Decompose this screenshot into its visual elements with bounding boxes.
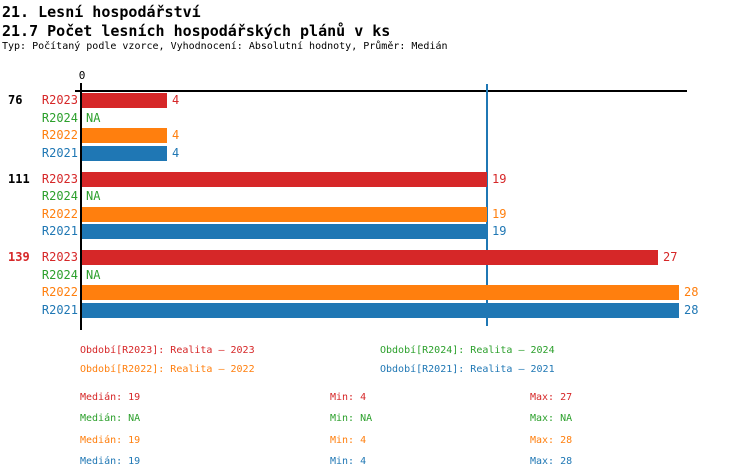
bar-row-label: R2021 xyxy=(41,145,78,160)
legend-item: Období[R2024]: Realita – 2024 xyxy=(380,345,555,356)
stat-median: Medián: 19 xyxy=(80,434,141,446)
bar-row-label: R2023 xyxy=(41,93,78,107)
bar-na-label: NA xyxy=(86,189,101,204)
bar xyxy=(82,206,487,222)
bar xyxy=(82,93,167,108)
bar xyxy=(82,171,487,187)
y-axis-line xyxy=(80,83,82,330)
legend-item: Období[R2022]: Realita – 2022 xyxy=(80,364,255,375)
bar-value-label: 19 xyxy=(492,224,507,239)
bar xyxy=(82,145,167,161)
bar-value-label: 28 xyxy=(684,303,699,317)
chart-title: 21.7 Počet lesních hospodářských plánů v… xyxy=(2,22,391,40)
page-title: 21. Lesní hospodářství xyxy=(2,3,201,21)
bar-value-label: 19 xyxy=(492,206,507,221)
stat-max: Max: 28 xyxy=(530,434,573,446)
bar xyxy=(82,250,658,266)
stat-min: Min: 4 xyxy=(330,455,367,467)
bar xyxy=(82,128,167,144)
legend-item: Období[R2021]: Realita – 2021 xyxy=(380,364,555,375)
bar-na-label: NA xyxy=(86,267,101,282)
stat-max: Max: 27 xyxy=(530,392,573,403)
chart-subtitle: Typ: Počítaný podle vzorce, Vyhodnocení:… xyxy=(2,41,448,52)
group-value-label: 139 xyxy=(8,250,30,265)
bar-value-label: 4 xyxy=(172,93,180,107)
bar-value-label: 19 xyxy=(492,171,507,186)
x-axis-zero-tick-label: 0 xyxy=(78,69,86,82)
bar-row-label: R2022 xyxy=(41,206,78,221)
x-axis-line xyxy=(75,90,687,92)
bar-row-label: R2021 xyxy=(41,303,78,317)
group-value-label: 76 xyxy=(8,93,23,107)
bar-row-label: R2024 xyxy=(41,267,78,282)
stat-min: Min: 4 xyxy=(330,434,367,446)
stat-max: Max: 28 xyxy=(530,455,573,467)
bar xyxy=(82,224,487,240)
stat-median: Medián: 19 xyxy=(80,392,141,403)
group-value-label: 111 xyxy=(8,171,30,186)
bar-row-label: R2021 xyxy=(41,224,78,239)
bar-row-label: R2024 xyxy=(41,189,78,204)
bar-value-label: 27 xyxy=(663,250,678,265)
bar-value-label: 28 xyxy=(684,285,699,300)
stat-max: Max: NA xyxy=(530,413,573,425)
bar xyxy=(82,303,679,318)
bar-row-label: R2023 xyxy=(41,171,78,186)
bar-value-label: 4 xyxy=(172,128,180,143)
stat-median: Medián: 19 xyxy=(80,455,141,467)
bar-row-label: R2022 xyxy=(41,285,78,300)
bar-row-label: R2023 xyxy=(41,250,78,265)
bar xyxy=(82,285,679,301)
bar-na-label: NA xyxy=(86,110,101,125)
median-reference-line xyxy=(486,84,488,326)
bar-value-label: 4 xyxy=(172,145,180,160)
legend-item: Období[R2023]: Realita – 2023 xyxy=(80,345,255,356)
stat-min: Min: NA xyxy=(330,413,373,425)
stat-median: Medián: NA xyxy=(80,413,141,425)
stat-min: Min: 4 xyxy=(330,392,367,403)
bar-row-label: R2022 xyxy=(41,128,78,143)
bar-row-label: R2024 xyxy=(41,110,78,125)
